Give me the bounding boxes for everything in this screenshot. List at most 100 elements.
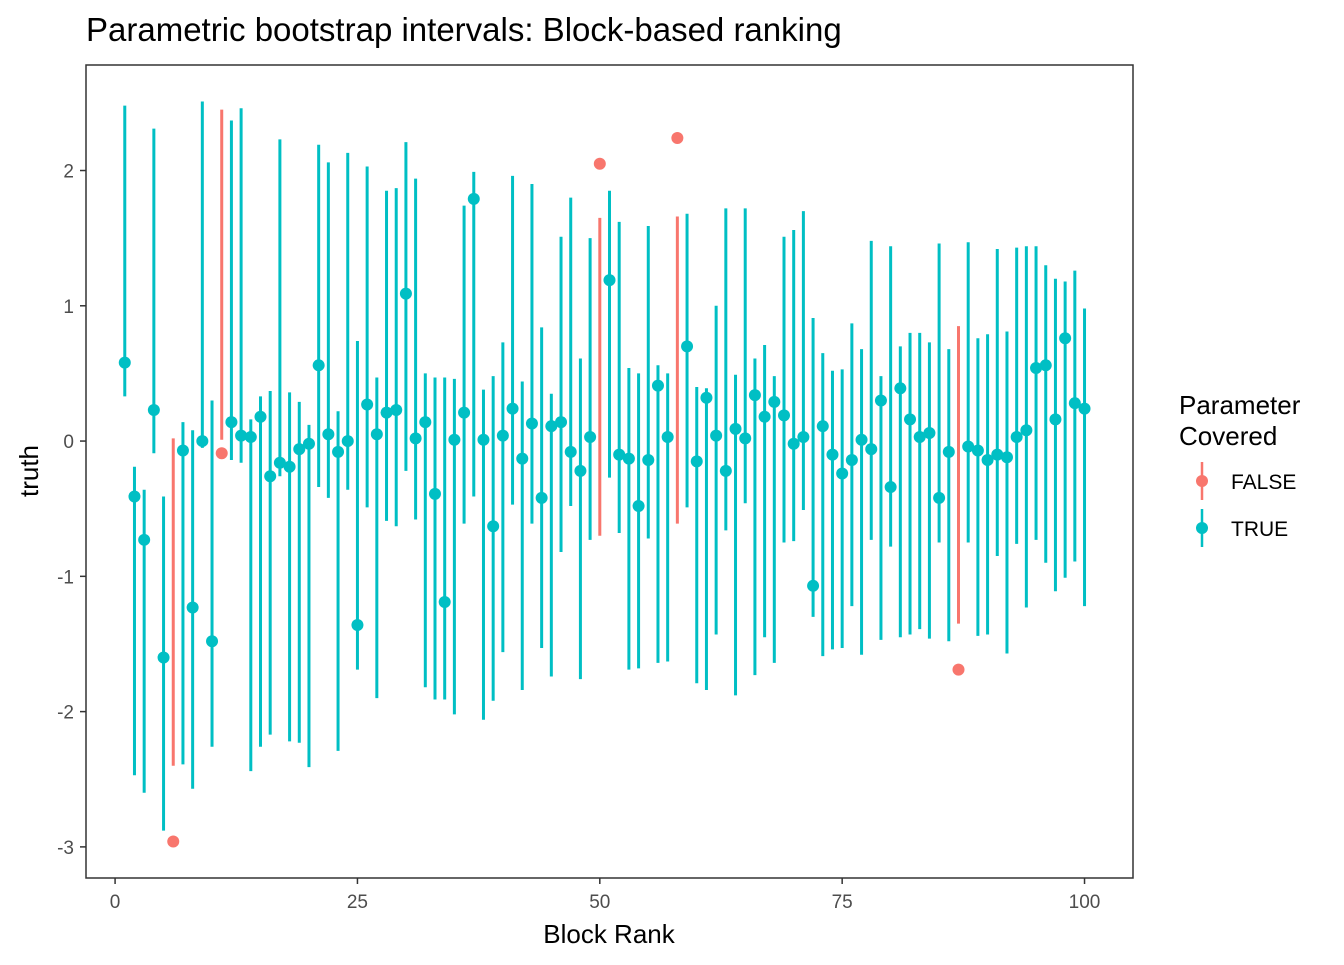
interval-5 <box>157 496 170 831</box>
truth-point <box>235 429 248 442</box>
truth-point <box>574 464 587 477</box>
interval-63 <box>719 208 732 531</box>
interval-92 <box>1000 331 1013 654</box>
interval-91 <box>991 248 1004 557</box>
interval-35 <box>448 378 461 715</box>
y-tick-label: -1 <box>57 567 74 588</box>
x-tick-label: 100 <box>1069 892 1101 913</box>
truth-point <box>719 464 732 477</box>
interval-86 <box>942 349 955 642</box>
truth-point <box>603 274 616 287</box>
interval-65 <box>739 208 752 504</box>
interval-19 <box>293 401 306 743</box>
truth-point <box>438 596 451 609</box>
truth-point <box>302 437 315 450</box>
x-tick-label: 75 <box>832 892 853 913</box>
truth-point <box>855 433 868 446</box>
truth-point <box>176 444 189 457</box>
interval-7 <box>176 422 189 765</box>
interval-69 <box>778 236 790 543</box>
interval-72 <box>807 317 820 617</box>
truth-point <box>458 406 471 419</box>
truth-point <box>370 428 383 441</box>
truth-point <box>283 460 296 473</box>
truth-point <box>622 452 635 465</box>
interval-94 <box>1020 246 1033 608</box>
interval-53 <box>622 368 635 670</box>
interval-76 <box>845 323 858 607</box>
truth-point <box>874 394 887 407</box>
interval-39 <box>487 376 500 701</box>
interval-66 <box>748 358 761 676</box>
truth-point <box>147 403 160 416</box>
legend-title-line-1: Parameter <box>1179 390 1301 420</box>
truth-point <box>768 395 781 408</box>
interval-95 <box>1030 246 1043 540</box>
interval-4 <box>147 128 160 454</box>
truth-point <box>584 431 597 444</box>
truth-point <box>516 452 529 465</box>
interval-64 <box>729 374 742 696</box>
truth-point <box>399 287 412 300</box>
truth-point <box>273 456 286 469</box>
truth-point <box>487 520 500 533</box>
truth-point <box>690 455 703 468</box>
truth-point <box>332 445 345 458</box>
truth-point <box>729 422 742 435</box>
interval-78 <box>865 240 878 540</box>
truth-point <box>1049 413 1062 426</box>
interval-60 <box>690 386 703 684</box>
truth-point <box>555 416 568 429</box>
truth-point <box>361 398 374 411</box>
truth-point <box>778 409 790 422</box>
truth-point <box>991 448 1004 461</box>
interval-71 <box>797 211 810 511</box>
truth-point <box>593 157 606 170</box>
interval-67 <box>758 345 771 638</box>
truth-point <box>322 428 335 441</box>
interval-75 <box>836 369 849 649</box>
interval-58 <box>671 132 684 524</box>
truth-point <box>157 651 170 664</box>
interval-27 <box>370 377 383 699</box>
interval-97 <box>1049 278 1062 592</box>
interval-56 <box>651 365 664 663</box>
interval-22 <box>322 162 335 498</box>
interval-79 <box>874 376 887 640</box>
y-tick-label: 1 <box>63 297 74 318</box>
interval-9 <box>196 101 209 448</box>
truth-point <box>1068 397 1081 410</box>
truth-point <box>186 601 199 614</box>
truth-point <box>1010 431 1023 444</box>
truth-point <box>138 533 151 546</box>
interval-59 <box>681 213 694 508</box>
truth-point <box>797 431 810 444</box>
interval-28 <box>380 190 393 521</box>
interval-23 <box>332 411 345 751</box>
interval-17 <box>273 139 286 477</box>
truth-point <box>642 454 655 467</box>
truth-point <box>739 432 752 445</box>
truth-point <box>545 420 558 433</box>
truth-point <box>167 835 180 848</box>
interval-80 <box>884 246 897 547</box>
interval-45 <box>545 393 558 677</box>
y-tick-label: 2 <box>63 162 74 183</box>
interval-99 <box>1068 270 1081 562</box>
interval-87 <box>952 326 965 676</box>
legend-label: TRUE <box>1231 518 1288 541</box>
x-tick-label: 25 <box>347 892 368 913</box>
interval-40 <box>496 342 509 653</box>
truth-point <box>1000 451 1013 464</box>
interval-31 <box>409 178 422 520</box>
truth-point <box>865 443 878 456</box>
truth-point <box>225 416 238 429</box>
truth-point <box>710 429 723 442</box>
interval-37 <box>467 171 480 497</box>
truth-point <box>651 379 664 392</box>
interval-25 <box>351 340 364 670</box>
truth-point <box>390 403 403 416</box>
interval-83 <box>913 332 926 630</box>
interval-1 <box>118 105 131 397</box>
